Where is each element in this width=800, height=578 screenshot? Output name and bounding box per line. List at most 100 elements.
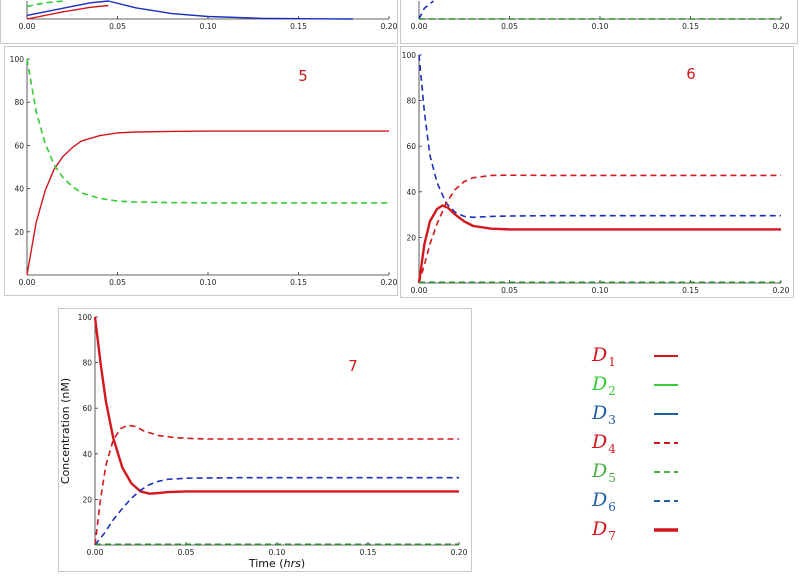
chart-6-svg: 0.00 0.05 0.10 0.15 0.20 20 40 60 80 100 6 (402, 51, 790, 295)
chart-panel-7: 0.00 0.05 0.10 0.15 0.20 20 40 60 80 100 7 Concentr… (58, 308, 472, 572)
y-tick-label: 80 (406, 97, 416, 106)
y-tick-label: 60 (14, 141, 24, 150)
y-tick-label: 100 (78, 313, 93, 322)
y-tick-label: 60 (82, 404, 92, 413)
series-line-green-dashed (26, 58, 389, 204)
x-tick-label: 0.05 (501, 22, 518, 31)
x-axis-label-suffix: ) (301, 557, 305, 570)
chart-title: 6 (686, 65, 696, 83)
legend: D1 D2 D3 D4 D5 D6 D7 (592, 344, 712, 554)
legend-subscript: 3 (608, 413, 616, 427)
series-line-red-solid-thick (93, 316, 459, 495)
legend-letter: D (592, 373, 608, 395)
legend-subscript: 7 (608, 529, 616, 543)
x-tick-label: 0.00 (87, 548, 104, 557)
legend-symbol: D7 (592, 518, 616, 543)
series-line-red-solid-thick (417, 204, 781, 284)
y-tick-label: 20 (406, 233, 416, 242)
x-tick-label: 0.10 (200, 278, 217, 287)
x-tick-label: 0.15 (290, 22, 307, 31)
legend-subscript: 5 (608, 471, 616, 485)
y-tick-label: 100 (402, 51, 417, 60)
x-tick-label: 0.10 (592, 22, 609, 31)
legend-symbol: D6 (592, 489, 616, 514)
legend-item-d5: D5 (592, 460, 712, 488)
x-tick-label: 0.20 (451, 548, 468, 557)
x-axis-label: Time (hrs) (248, 557, 305, 570)
series-line-red-dashed (94, 424, 459, 546)
y-axis-label: Concentration (nM) (59, 378, 72, 484)
legend-symbol: D1 (592, 344, 616, 369)
chart-panel-top-right: 0.00 0.05 0.10 0.15 0.20 (400, 0, 798, 44)
x-tick-label: 0.10 (592, 286, 609, 295)
legend-item-d4: D4 (592, 431, 712, 459)
legend-swatch (654, 500, 678, 502)
legend-letter: D (592, 402, 608, 424)
x-tick-label: 0.15 (290, 278, 307, 287)
x-tick-label: 0.15 (682, 22, 699, 31)
legend-symbol: D2 (592, 373, 616, 398)
chart-panel-6: 0.00 0.05 0.10 0.15 0.20 20 40 60 80 100 6 (400, 46, 794, 298)
legend-letter: D (592, 489, 608, 511)
y-tick-label: 40 (14, 185, 24, 194)
x-tick-label: 0.10 (200, 22, 217, 31)
x-tick-label: 0.00 (411, 286, 428, 295)
legend-subscript: 6 (608, 500, 616, 514)
legend-letter: D (592, 431, 608, 453)
chart-panel-top-left: 0.00 0.05 0.10 0.15 0.20 (0, 0, 398, 44)
legend-swatch (654, 355, 678, 357)
chart-panel-5: 0.00 0.05 0.10 0.15 0.20 20 40 60 80 100 5 (4, 46, 398, 296)
x-tick-label: 0.05 (178, 548, 195, 557)
x-tick-label: 0.00 (411, 22, 428, 31)
x-axis-label-unit: hrs (284, 557, 301, 570)
legend-letter: D (592, 460, 608, 482)
x-tick-label: 0.20 (381, 278, 398, 287)
legend-letter: D (592, 518, 608, 540)
y-tick-label: 20 (14, 228, 24, 237)
legend-item-d7: D7 (592, 518, 712, 546)
series-line-blue-solid (26, 0, 353, 20)
x-axis-label-prefix: Time ( (248, 557, 284, 570)
x-tick-label: 0.05 (501, 286, 518, 295)
legend-subscript: 4 (608, 442, 616, 456)
x-tick-label: 0.00 (19, 22, 36, 31)
series-line-blue-dashed (94, 476, 459, 546)
y-tick-label: 80 (82, 359, 92, 368)
legend-swatch (654, 384, 678, 386)
chart-top-left-svg: 0.00 0.05 0.10 0.15 0.20 (19, 0, 398, 31)
y-tick-label: 100 (10, 55, 25, 64)
x-tick-label: 0.10 (269, 548, 286, 557)
x-tick-label: 0.15 (360, 548, 377, 557)
chart-title: 5 (298, 67, 308, 85)
x-tick-label: 0.20 (773, 22, 790, 31)
series-line-blue-dashed (418, 54, 781, 219)
y-tick-label: 60 (406, 142, 416, 151)
x-tick-label: 0.05 (109, 22, 126, 31)
chart-top-right-svg: 0.00 0.05 0.10 0.15 0.20 (411, 0, 790, 31)
legend-swatch (654, 471, 678, 473)
series-line-blue-dashed (418, 0, 434, 20)
y-tick-label: 80 (14, 98, 24, 107)
legend-subscript: 2 (608, 384, 616, 398)
series-line-red-dashed (418, 174, 781, 284)
legend-item-d2: D2 (592, 373, 712, 401)
legend-item-d1: D1 (592, 344, 712, 372)
legend-subscript: 1 (608, 355, 616, 369)
x-tick-label: 0.05 (109, 278, 126, 287)
legend-item-d6: D6 (592, 489, 712, 517)
legend-symbol: D5 (592, 460, 616, 485)
x-tick-label: 0.20 (381, 22, 398, 31)
x-tick-label: 0.00 (19, 278, 36, 287)
y-tick-label: 20 (82, 495, 92, 504)
series-line-red-solid (26, 4, 109, 20)
legend-swatch (654, 413, 678, 415)
legend-swatch (654, 442, 678, 444)
legend-symbol: D3 (592, 402, 616, 427)
chart-5-svg: 0.00 0.05 0.10 0.15 0.20 20 40 60 80 100 5 (10, 55, 398, 287)
chart-7-svg: 0.00 0.05 0.10 0.15 0.20 20 40 60 80 100 7 Concentr… (59, 313, 468, 570)
series-line-green-dashed (26, 0, 64, 8)
legend-item-d3: D3 (592, 402, 712, 430)
legend-swatch (654, 528, 678, 532)
y-tick-label: 40 (406, 188, 416, 197)
